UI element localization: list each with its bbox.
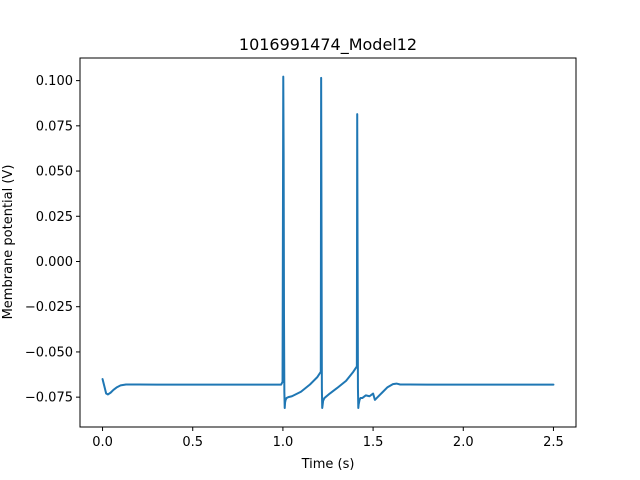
x-tick-label: 0.5 xyxy=(182,435,203,450)
y-tick-label: 0.025 xyxy=(36,210,73,225)
y-tick-label: 0.075 xyxy=(36,119,73,134)
y-tick-label: −0.050 xyxy=(25,345,73,360)
axis-ticks: 0.0 0.5 1.0 1.5 2.0 2.5 −0.075 −0.050 −0.025 0.00… xyxy=(25,74,564,450)
y-tick-label: −0.025 xyxy=(25,300,73,315)
y-tick-label: 0.000 xyxy=(36,255,73,270)
x-tick-label: 2.0 xyxy=(453,435,474,450)
y-tick-label: 0.100 xyxy=(36,74,73,89)
x-tick-label: 1.0 xyxy=(273,435,294,450)
plot-frame xyxy=(79,57,577,428)
plot-area xyxy=(80,58,576,427)
x-tick-label: 1.5 xyxy=(363,435,384,450)
series-group xyxy=(101,75,555,410)
x-axis-label: Time (s) xyxy=(301,457,355,472)
series-line xyxy=(101,75,555,410)
y-axis-label: Membrane potential (V) xyxy=(1,165,16,320)
chart-title: 1016991474_Model12 xyxy=(239,35,417,55)
y-tick-label: −0.075 xyxy=(25,391,73,406)
y-tick-label: 0.050 xyxy=(36,165,73,180)
x-tick-label: 0.0 xyxy=(92,435,113,450)
x-tick-label: 2.5 xyxy=(543,435,564,450)
